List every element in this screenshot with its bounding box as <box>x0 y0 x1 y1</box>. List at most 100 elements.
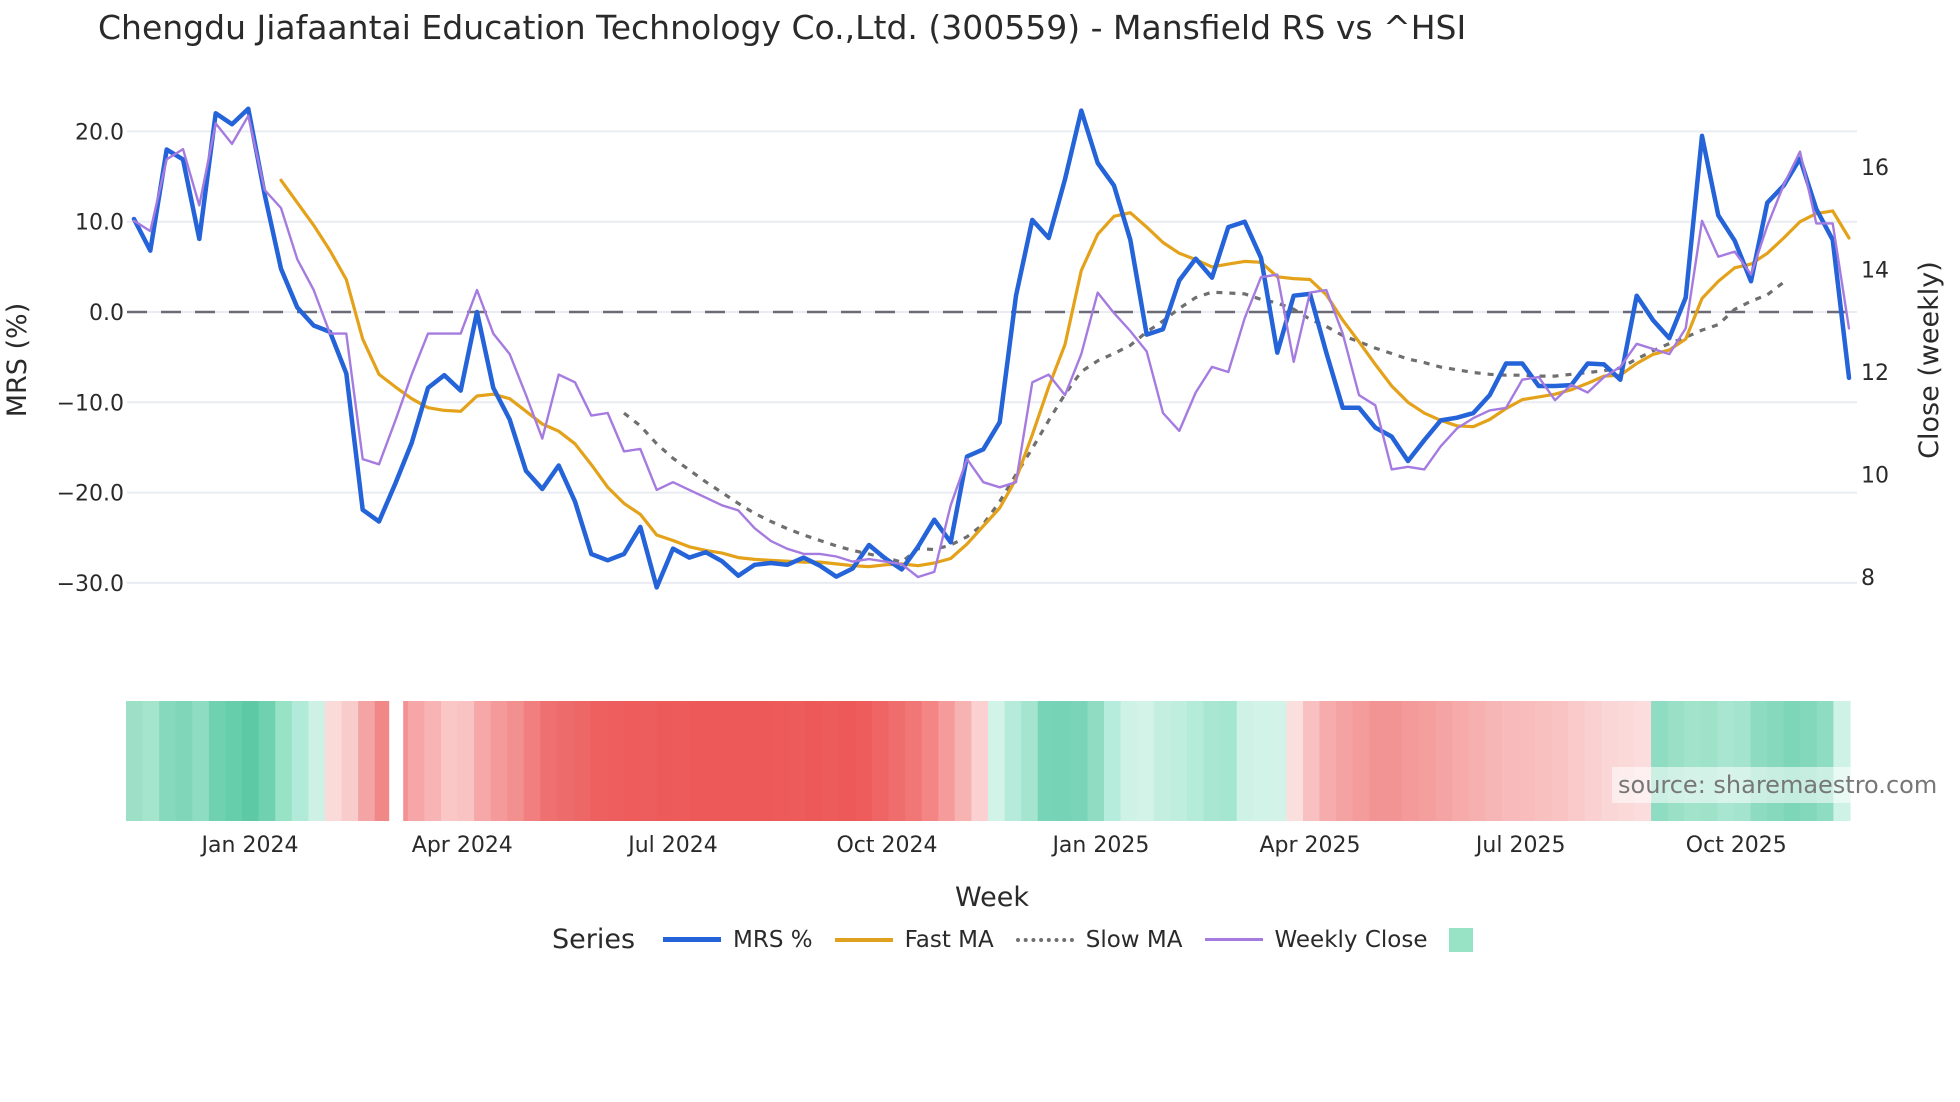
legend-swatch-mrs <box>663 937 722 942</box>
heatmap-cell <box>1037 701 1055 821</box>
heatmap-cell <box>1501 701 1520 821</box>
heatmap-cell <box>1303 701 1321 821</box>
heatmap-cell <box>1087 701 1105 821</box>
heatmap-gap <box>389 700 404 822</box>
legend-swatch-fast-ma <box>834 937 893 942</box>
y2-tick-label: 16 <box>1861 156 1889 181</box>
heatmap-cell <box>1601 701 1619 821</box>
y-tick-label: −20.0 <box>57 482 124 507</box>
heatmap-cell <box>1700 701 1718 821</box>
heatmap-cell <box>739 701 757 821</box>
y-axis-left-ticks: 20.0 10.0 0.0 −10.0 −20.0 −30.0 <box>57 120 124 597</box>
y-tick-label: 10.0 <box>75 211 124 236</box>
heatmap-cell <box>374 701 392 821</box>
heatmap-cell <box>1684 701 1702 821</box>
heatmap-cell <box>822 701 840 821</box>
heatmap-cell <box>1153 701 1171 821</box>
heatmap-cell <box>142 701 160 821</box>
heatmap-cell <box>324 701 343 821</box>
legend-item-fast-ma[interactable]: Fast MA <box>834 927 994 953</box>
heatmap-cell <box>159 701 177 821</box>
x-tick-label: Jan 2025 <box>1050 833 1149 858</box>
heatmap-cell <box>1319 701 1337 821</box>
x-tick-label: Jul 2025 <box>1474 833 1566 858</box>
heatmap-cell <box>225 701 243 821</box>
heatmap-cell <box>457 701 475 821</box>
heatmap-cell <box>1186 701 1205 821</box>
heatmap-cell <box>755 701 774 821</box>
heatmap-cell <box>557 701 575 821</box>
heatmap-cell <box>872 701 890 821</box>
heatmap-cell <box>1833 701 1851 821</box>
heatmap-cell <box>1170 701 1188 821</box>
legend-item-weekly-close[interactable]: Weekly Close <box>1204 926 1428 953</box>
heatmap-cell <box>1269 701 1287 821</box>
legend-item-heatmap[interactable] <box>1449 927 1474 952</box>
slow-ma-line <box>623 280 1785 564</box>
heatmap-cell <box>1551 701 1569 821</box>
heatmap-cell <box>706 701 724 821</box>
heatmap-cell <box>1816 701 1834 821</box>
legend-swatch-slow-ma <box>1015 937 1074 942</box>
heatmap-cell <box>126 701 144 821</box>
heatmap-cell <box>1651 701 1669 821</box>
heatmap-cell <box>772 701 790 821</box>
heatmap-cell <box>573 701 591 821</box>
y-tick-label: −10.0 <box>57 391 124 416</box>
x-tick-label: Oct 2025 <box>1686 833 1787 858</box>
heatmap-cell <box>308 701 326 821</box>
heatmap-cell <box>1369 701 1387 821</box>
x-axis-title: Week <box>955 882 1029 913</box>
heatmap-cell <box>855 701 873 821</box>
heatmap-cell <box>208 701 227 821</box>
heatmap-cell <box>175 701 193 821</box>
legend-item-slow-ma[interactable]: Slow MA <box>1015 927 1183 953</box>
heatmap-cell <box>1336 701 1354 821</box>
heatmap-cell <box>606 701 624 821</box>
heatmap-cell <box>474 701 492 821</box>
legend-item-mrs[interactable]: MRS % <box>663 927 813 953</box>
heatmap-cell <box>1021 701 1039 821</box>
y-tick-label: −30.0 <box>57 572 124 597</box>
legend-label: Weekly Close <box>1274 926 1428 953</box>
legend-title: Series <box>552 924 636 955</box>
heatmap-cell <box>1419 701 1437 821</box>
heatmap-cell <box>639 701 658 821</box>
legend-label: MRS % <box>733 926 813 953</box>
heatmap-cell <box>1054 701 1072 821</box>
x-tick-label: Oct 2024 <box>836 833 937 858</box>
heatmap-cell <box>1518 701 1536 821</box>
heatmap-cell <box>1203 701 1221 821</box>
heatmap-cell <box>1286 701 1304 821</box>
heatmap-cell <box>1352 701 1370 821</box>
heatmap-cell <box>1220 701 1238 821</box>
heatmap-cell <box>1485 701 1503 821</box>
legend: Series MRS % Fast MA Slow MA Weekly Clos… <box>552 924 1495 955</box>
y-tick-label: 20.0 <box>75 120 124 145</box>
legend-swatch-heatmap <box>1449 927 1474 952</box>
heatmap-cell <box>341 701 359 821</box>
heatmap-cell <box>805 701 823 821</box>
heatmap-cell <box>1435 701 1453 821</box>
heatmap-cell <box>1750 701 1768 821</box>
chart-title: Chengdu Jiafaantai Education Technology … <box>98 8 1467 47</box>
fast-ma-line <box>279 178 1851 569</box>
heatmap-cell <box>1468 701 1486 821</box>
y-axis-right-title: Close (weekly) <box>1914 261 1945 459</box>
heatmap-cell <box>242 701 260 821</box>
heatmap-cell <box>1452 701 1470 821</box>
mrs-heatmap-strip <box>126 700 1851 822</box>
heatmap-cell <box>590 701 608 821</box>
heatmap-cell <box>789 701 807 821</box>
heatmap-cell <box>1104 701 1122 821</box>
x-tick-label: Jan 2024 <box>200 833 299 858</box>
heatmap-cell <box>1070 701 1089 821</box>
heatmap-cell <box>275 701 293 821</box>
heatmap-cell <box>656 701 674 821</box>
x-tick-label: Apr 2025 <box>1259 833 1360 858</box>
heatmap-cell <box>1617 701 1636 821</box>
heatmap-cell <box>689 701 707 821</box>
x-tick-label: Jul 2024 <box>626 833 718 858</box>
heatmap-cell <box>921 701 939 821</box>
heatmap-cell <box>1767 701 1785 821</box>
